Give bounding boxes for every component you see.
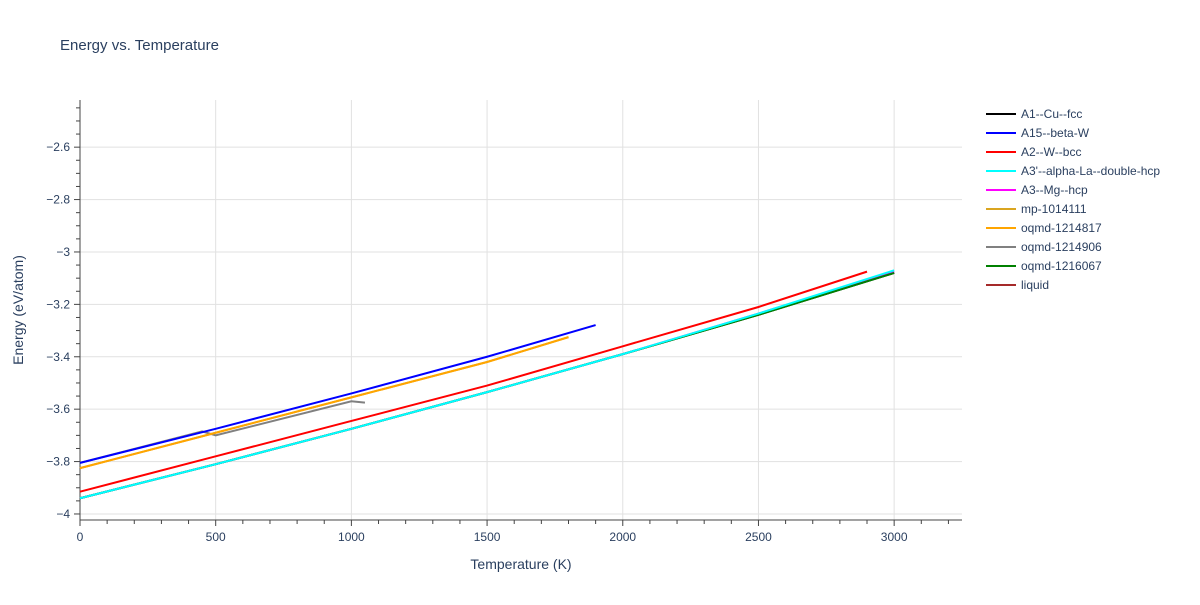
legend-item: liquid (1021, 278, 1049, 292)
series-line-A15--beta-W (79, 324, 596, 464)
x-tick-label: 500 (206, 530, 226, 544)
legend-item: oqmd-1216067 (1021, 259, 1102, 273)
x-tick-label: 0 (77, 530, 84, 544)
series-line-A2--W--bcc (79, 270, 868, 493)
legend-item: mp-1014111 (1021, 202, 1087, 216)
x-tick-label: 1000 (338, 530, 365, 544)
y-tick-label: −4 (56, 507, 70, 521)
x-axis-label: Temperature (K) (470, 556, 571, 572)
y-tick-label: −3.6 (46, 402, 70, 416)
legend-item: A15--beta-W (1021, 126, 1090, 140)
x-tick-label: 2000 (609, 530, 636, 544)
y-axis-label: Energy (eV/atom) (10, 255, 26, 365)
x-tick-label: 1500 (474, 530, 501, 544)
legend-item: oqmd-1214817 (1021, 221, 1102, 235)
legend-item: oqmd-1214906 (1021, 240, 1102, 254)
legend-item: A3'--alpha-La--double-hcp (1021, 164, 1160, 178)
legend-item: A1--Cu--fcc (1021, 107, 1082, 121)
series-line-A3'--alpha-La--double-hcp (79, 269, 895, 500)
y-tick-label: −3.2 (46, 297, 70, 311)
y-tick-label: −2.6 (46, 140, 70, 154)
series-line-oqmd-1214817 (79, 336, 569, 470)
chart-title: Energy vs. Temperature (60, 37, 219, 54)
legend-item: A2--W--bcc (1021, 145, 1081, 159)
y-tick-label: −2.8 (46, 193, 70, 207)
y-tick-label: −3 (56, 245, 70, 259)
y-tick-label: −3.8 (46, 455, 70, 469)
x-tick-label: 2500 (745, 530, 772, 544)
legend-item: A3--Mg--hcp (1021, 183, 1088, 197)
y-tick-label: −3.4 (46, 350, 70, 364)
x-tick-label: 3000 (881, 530, 908, 544)
